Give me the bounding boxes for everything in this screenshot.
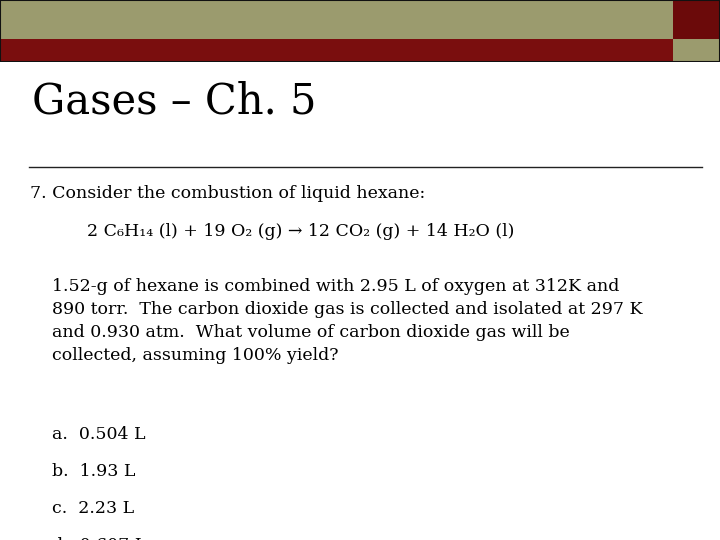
Bar [673,39,720,62]
Text: c.  2.23 L: c. 2.23 L [30,500,134,517]
Text: 2 C₆H₁₄ (l) + 19 O₂ (g) → 12 CO₂ (g) + 14 H₂O (l): 2 C₆H₁₄ (l) + 19 O₂ (g) → 12 CO₂ (g) + 1… [65,223,514,240]
Text: 1.52-g of hexane is combined with 2.95 L of oxygen at 312K and
    890 torr.  Th: 1.52-g of hexane is combined with 2.95 L… [30,278,643,363]
Text: 7. Consider the combustion of liquid hexane:: 7. Consider the combustion of liquid hex… [30,185,426,202]
Text: a.  0.504 L: a. 0.504 L [30,426,145,443]
Bar [0,39,673,62]
Text: Gases – Ch. 5: Gases – Ch. 5 [32,80,317,122]
Bar [673,0,720,39]
Bar [0,0,673,39]
Text: b.  1.93 L: b. 1.93 L [30,463,135,480]
Text: d.  0.607 L: d. 0.607 L [30,537,146,540]
